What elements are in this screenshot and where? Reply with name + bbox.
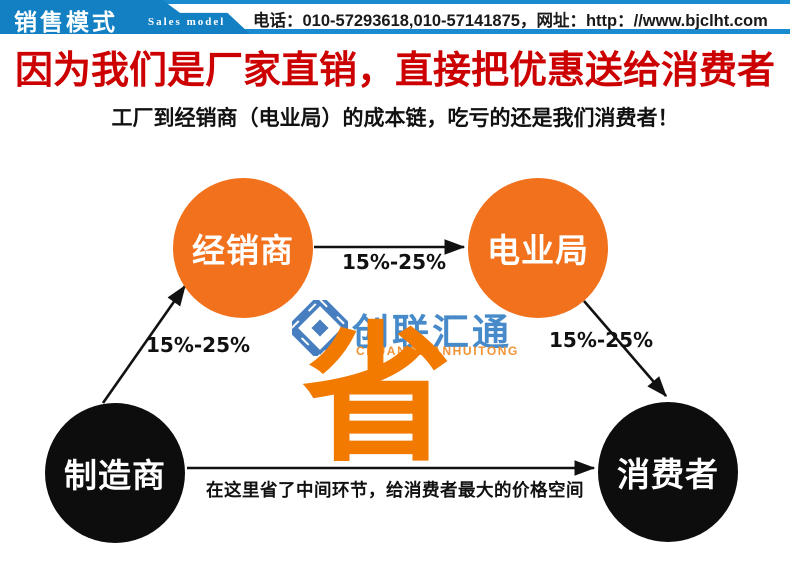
subtitle: 工厂到经销商（电业局）的成本链，吃亏的还是我们消费者！ bbox=[111, 107, 679, 130]
node-consumer-label: 消费者 bbox=[617, 456, 719, 493]
company-logo-cn: 创联汇通 bbox=[352, 312, 512, 353]
section-badge: 销售模式 Sales model bbox=[0, 0, 250, 34]
node-distributor: 经销商 bbox=[173, 178, 313, 318]
header-bar: 销售模式 Sales model 电话：010-57293618,010-571… bbox=[0, 0, 790, 34]
main-title: 因为我们是厂家直销，直接把优惠送给消费者 bbox=[14, 50, 775, 92]
company-logo-icon bbox=[292, 300, 348, 356]
company-logo-en: CHUANGLIANHUITONG bbox=[356, 344, 519, 358]
node-distributor-label: 经销商 bbox=[192, 232, 294, 269]
node-power-bureau-label: 电业局 bbox=[487, 232, 589, 269]
node-manufacturer: 制造商 bbox=[45, 403, 185, 543]
bottom-caption: 在这里省了中间环节，给消费者最大的价格空间 bbox=[206, 480, 584, 500]
header-bottom-strip bbox=[0, 29, 790, 34]
contact-info: 电话：010-57293618,010-57141875，网址：http：//w… bbox=[253, 12, 768, 30]
header-top-line bbox=[0, 0, 790, 4]
edge-label-manufacturer-distributor: 15%-25% bbox=[146, 333, 251, 357]
node-consumer: 消费者 bbox=[598, 402, 738, 542]
node-power-bureau: 电业局 bbox=[468, 178, 608, 318]
edge-label-distributor-power: 15%-25% bbox=[342, 250, 447, 274]
node-manufacturer-label: 制造商 bbox=[64, 457, 166, 494]
save-character: 省 bbox=[302, 311, 453, 479]
edge-label-power-consumer: 15%-25% bbox=[549, 328, 654, 352]
badge-title: 销售模式 bbox=[14, 9, 118, 35]
badge-subtitle: Sales model bbox=[148, 16, 226, 28]
